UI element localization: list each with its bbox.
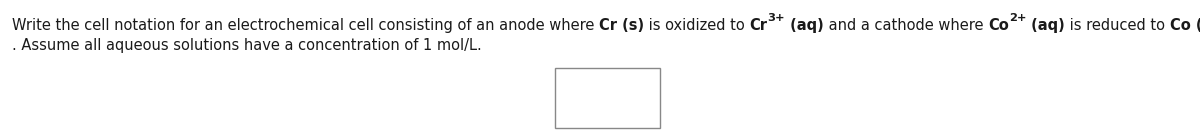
Text: is oxidized to: is oxidized to xyxy=(644,18,750,33)
Text: Cr (s): Cr (s) xyxy=(599,18,644,33)
Bar xyxy=(554,68,660,128)
Text: 3+: 3+ xyxy=(768,13,785,23)
Text: Write the cell notation for an electrochemical cell consisting of an anode where: Write the cell notation for an electroch… xyxy=(12,18,599,33)
Text: Co (s): Co (s) xyxy=(1170,18,1200,33)
Text: (aq): (aq) xyxy=(1026,18,1066,33)
Text: (aq): (aq) xyxy=(785,18,824,33)
Text: and a cathode where: and a cathode where xyxy=(824,18,988,33)
Text: Co: Co xyxy=(988,18,1009,33)
Text: 2+: 2+ xyxy=(1009,13,1026,23)
Text: Cr: Cr xyxy=(750,18,768,33)
Text: is reduced to: is reduced to xyxy=(1066,18,1170,33)
Text: . Assume all aqueous solutions have a concentration of 1 mol/L.: . Assume all aqueous solutions have a co… xyxy=(12,38,481,53)
